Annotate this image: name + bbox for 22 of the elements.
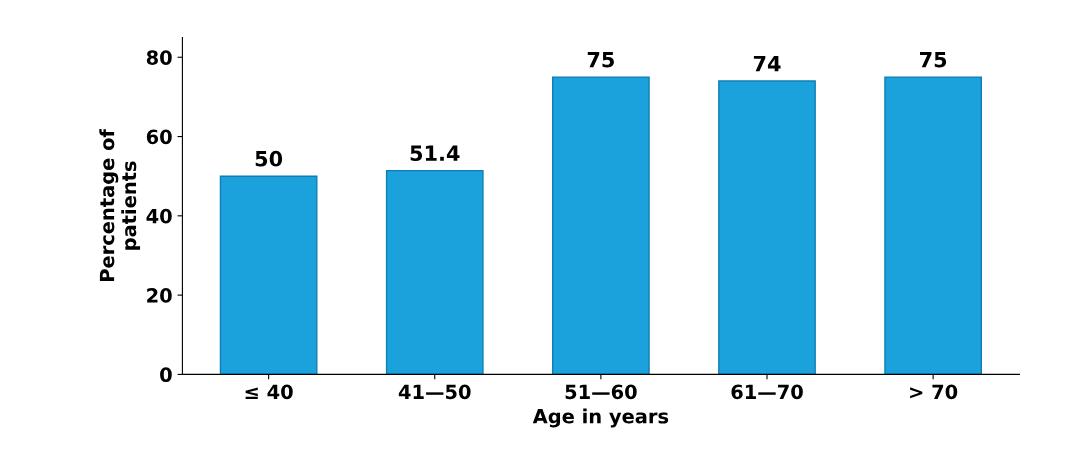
y-tick-label: 60 xyxy=(146,129,172,145)
x-tick-label: > 70 xyxy=(910,384,958,400)
data-label: 75 xyxy=(920,52,947,68)
y-tick-label: 80 xyxy=(146,50,172,65)
y-tick-label: 40 xyxy=(146,208,172,224)
x-tick-label: 51—60 xyxy=(565,384,637,400)
bar xyxy=(884,76,983,375)
y-axis-title: Percentage of patients xyxy=(99,128,141,281)
bar xyxy=(219,175,318,375)
data-label: 74 xyxy=(753,55,781,72)
bar xyxy=(552,76,650,375)
x-tick-label: 41—50 xyxy=(398,384,471,400)
x-axis-title: Age in years xyxy=(532,408,669,428)
bar xyxy=(385,169,484,375)
data-label: 50 xyxy=(255,150,283,167)
data-label: 51.4 xyxy=(410,145,460,162)
bar xyxy=(718,80,816,375)
y-tick-label: 20 xyxy=(147,288,172,303)
x-tick-label: 61—70 xyxy=(731,384,803,400)
x-tick-label: ≤ 40 xyxy=(245,384,293,400)
data-label: 75 xyxy=(587,52,614,68)
y-tick-label: 0 xyxy=(160,367,172,383)
